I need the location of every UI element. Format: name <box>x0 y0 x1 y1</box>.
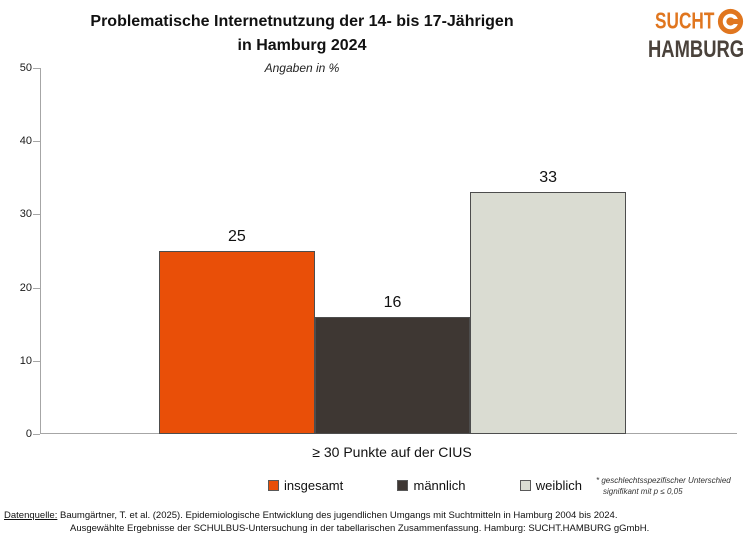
bar-insgesamt <box>159 251 315 434</box>
title-block: Problematische Internetnutzung der 14- b… <box>0 10 604 75</box>
chart-title-line1: Problematische Internetnutzung der 14- b… <box>90 13 514 30</box>
source-text1: Baumgärtner, T. et al. (2025). Epidemiol… <box>60 510 618 521</box>
bar-weiblich <box>470 192 627 434</box>
legend-item-weiblich: weiblich <box>519 478 582 493</box>
y-tick-label: 30 <box>19 208 32 221</box>
legend-swatch-dark <box>397 480 409 491</box>
bar-value-label: 33 <box>539 169 558 187</box>
sucht-hamburg-logo: SUCHT HAMBURG <box>624 8 744 63</box>
y-tick-mark <box>33 141 40 143</box>
legend-label: insgesamt <box>284 478 344 493</box>
y-tick-label: 50 <box>19 62 32 74</box>
source-label: Datenquelle: <box>4 510 58 521</box>
y-tick-mark <box>33 287 40 289</box>
legend-label: männlich <box>413 478 466 493</box>
y-tick-mark <box>33 68 40 69</box>
target-circle-icon <box>717 8 744 35</box>
footnote-line1: * geschlechtsspezifischer Unterschied <box>596 476 731 485</box>
bar-maennlich <box>314 316 471 434</box>
y-tick-mark <box>33 214 40 216</box>
logo-text-hamburg: HAMBURG <box>647 34 744 63</box>
significance-footnote: * geschlechtsspezifischer Unterschied si… <box>596 476 748 497</box>
logo-text-sucht: SUCHT <box>654 9 714 34</box>
bar-group-maennlich: 16 <box>314 68 471 434</box>
y-tick-label: 10 <box>19 354 32 367</box>
bar-group-weiblich: 33 <box>470 68 627 434</box>
y-tick-mark <box>33 434 40 435</box>
legend-swatch-orange <box>268 480 279 491</box>
legend-item-maennlich: männlich <box>397 478 466 493</box>
source-line2: Ausgewählte Ergebnisse der SCHULBUS-Unte… <box>70 523 650 534</box>
chart-title-line2: in Hamburg 2024 <box>237 37 367 54</box>
bars-row: 25 16 33 <box>159 68 627 434</box>
legend-swatch-gray <box>519 480 531 491</box>
legend-item-insgesamt: insgesamt <box>268 478 343 493</box>
y-tick-label: 20 <box>19 281 32 294</box>
source-line1: Datenquelle: Baumgärtner, T. et al. (202… <box>4 509 748 522</box>
x-axis-category-label: ≥ 30 Punkte auf der CIUS <box>312 444 472 460</box>
footnote-line2: signifikant mit p ≤ 0,05 <box>603 486 683 496</box>
y-tick-label: 40 <box>19 135 32 148</box>
legend-label: weiblich <box>535 478 582 493</box>
bar-value-label: 25 <box>227 228 246 245</box>
legend: insgesamt männlich weiblich <box>268 478 582 493</box>
bar-value-label: 16 <box>383 293 402 311</box>
chart-subtitle: Angaben in % <box>264 61 340 75</box>
y-tick-label: 0 <box>25 428 32 440</box>
data-source: Datenquelle: Baumgärtner, T. et al. (202… <box>4 509 748 535</box>
bar-group-insgesamt: 25 <box>159 68 315 434</box>
y-tick-mark <box>33 360 40 362</box>
logo-row-sucht: SUCHT <box>642 8 744 35</box>
